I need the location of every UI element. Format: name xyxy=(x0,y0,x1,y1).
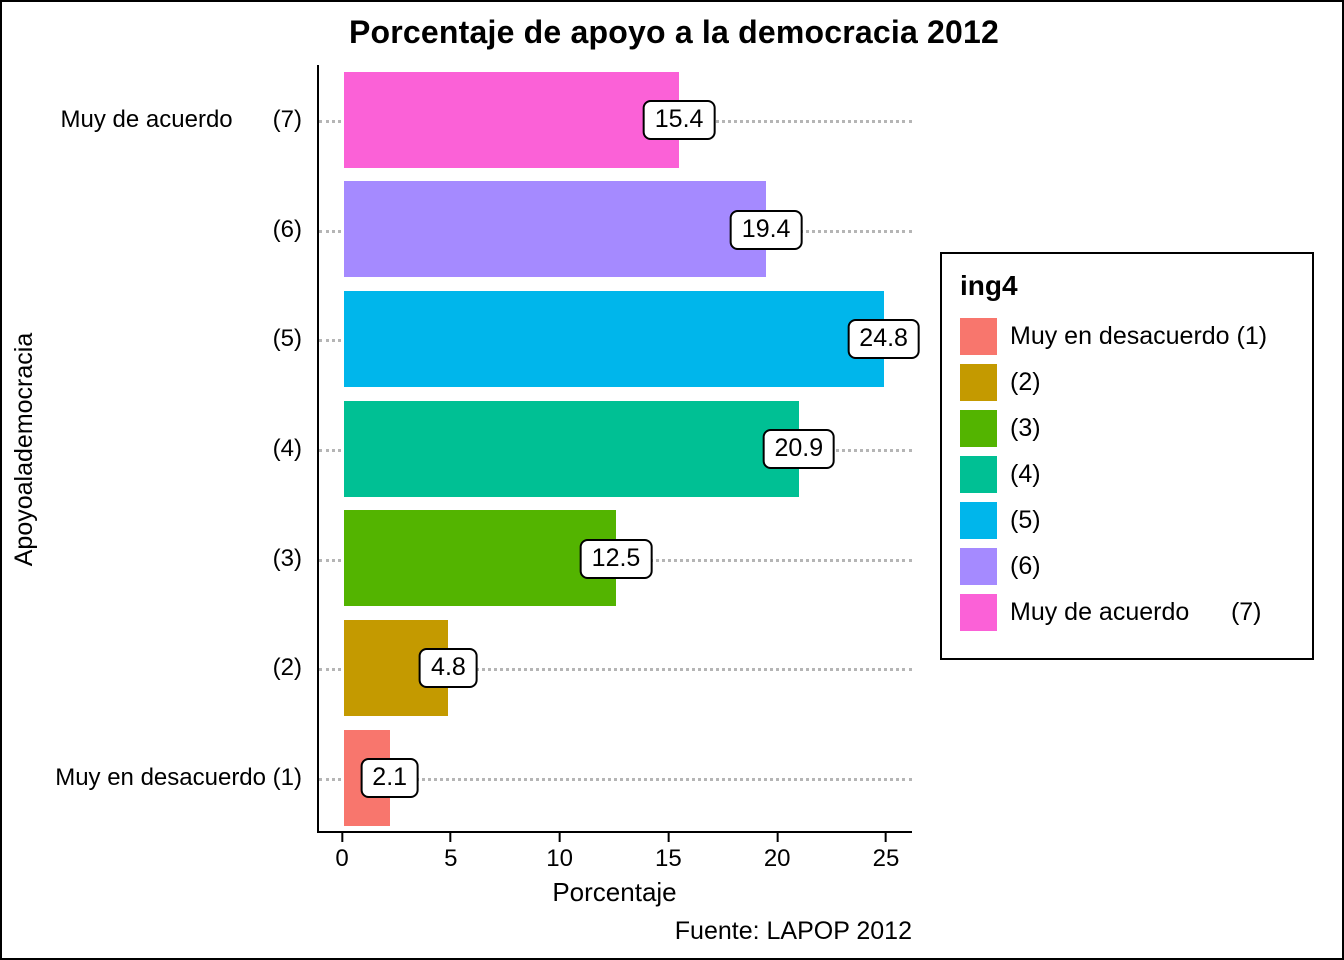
legend-item: Muy de acuerdo (7) xyxy=(960,594,1296,631)
bar-row: 19.4 xyxy=(319,175,912,285)
source-caption: Fuente: LAPOP 2012 xyxy=(674,917,912,945)
x-tick-label: 10 xyxy=(546,845,573,872)
x-tick: 25 xyxy=(872,833,900,873)
bar xyxy=(344,71,680,168)
bar-row: 15.4 xyxy=(319,65,912,175)
x-tick-mark xyxy=(884,833,887,842)
x-tick-label: 20 xyxy=(763,845,791,872)
legend-item: Muy en desacuerdo (1) xyxy=(960,318,1296,355)
plot-panel: 15.4 19.4 24.8 20.9 12.5 4.8 xyxy=(317,65,920,833)
x-tick-mark xyxy=(776,833,779,842)
bar xyxy=(344,290,884,387)
legend-item: (2) xyxy=(960,364,1296,401)
legend-label: Muy en desacuerdo (1) xyxy=(1010,322,1268,350)
legend-swatch xyxy=(960,548,997,585)
legend-title: ing4 xyxy=(960,270,1018,301)
gridline xyxy=(319,778,912,782)
x-tick: 5 xyxy=(444,833,457,873)
y-tick-label: Muy de acuerdo (7) xyxy=(60,105,302,133)
bar-value-label: 4.8 xyxy=(419,648,478,689)
y-tick-label: (4) xyxy=(272,434,302,462)
bar xyxy=(344,181,767,278)
x-tick-mark xyxy=(667,833,670,842)
legend-item: (3) xyxy=(960,410,1296,447)
legend-swatch xyxy=(960,410,997,447)
legend-swatch xyxy=(960,318,997,355)
gridline xyxy=(319,668,912,672)
x-tick-label: 5 xyxy=(444,845,458,872)
legend-label: (4) xyxy=(1010,460,1041,488)
chart-title: Porcentaje de apoyo a la democracia 2012 xyxy=(348,14,1000,50)
y-tick-label: (5) xyxy=(272,325,302,353)
bar xyxy=(344,400,799,497)
bar-row: 2.1 xyxy=(319,723,912,833)
bar-row: 24.8 xyxy=(319,284,920,394)
y-tick-label: (3) xyxy=(272,544,302,572)
legend-label: (5) xyxy=(1010,506,1041,534)
legend-label: (6) xyxy=(1010,552,1041,580)
x-tick-label: 0 xyxy=(335,845,349,872)
x-tick-label: 15 xyxy=(655,845,682,872)
x-tick-mark xyxy=(449,833,452,842)
x-tick: 10 xyxy=(546,833,573,873)
x-axis: 0 5 10 15 20 25 xyxy=(317,833,912,875)
y-tick-label: (2) xyxy=(272,654,302,682)
y-tick-label: Muy en desacuerdo (1) xyxy=(55,764,302,792)
bar-value-label: 24.8 xyxy=(847,319,920,360)
legend-swatch xyxy=(960,594,997,631)
bar-value-label: 20.9 xyxy=(762,428,836,469)
y-tick-label: (6) xyxy=(272,215,302,243)
legend-item: (5) xyxy=(960,502,1296,539)
legend-box: ing4 Muy en desacuerdo (1) (2) (3) (4) (… xyxy=(940,252,1314,660)
bar xyxy=(344,510,616,607)
legend-item: (4) xyxy=(960,456,1296,493)
legend-swatch xyxy=(960,364,997,401)
x-tick-mark xyxy=(340,833,343,842)
y-axis-tick-labels: Muy de acuerdo (7) (6) (5) (4) (3) (2) M… xyxy=(40,65,302,833)
legend-label: (3) xyxy=(1010,414,1041,442)
legend-swatch xyxy=(960,456,997,493)
bar-row: 20.9 xyxy=(319,394,912,504)
x-tick: 15 xyxy=(655,833,682,873)
bar-row: 4.8 xyxy=(319,614,912,724)
x-tick-label: 25 xyxy=(872,845,900,872)
bar-value-label: 12.5 xyxy=(579,538,653,579)
x-axis-title: Porcentaje xyxy=(552,877,677,907)
bar-row: 12.5 xyxy=(319,504,912,614)
legend-label: (2) xyxy=(1010,368,1041,396)
bar-value-label: 19.4 xyxy=(729,209,803,250)
y-axis-title-text: Apoyoalademocracia xyxy=(10,332,39,566)
x-tick: 0 xyxy=(335,833,349,873)
y-axis-title: Apoyoalademocracia xyxy=(6,65,44,833)
legend-label: Muy de acuerdo (7) xyxy=(1010,598,1262,626)
bar-value-label: 2.1 xyxy=(360,758,420,799)
x-tick-mark xyxy=(558,833,561,842)
legend-item: (6) xyxy=(960,548,1296,585)
bar-value-label: 15.4 xyxy=(642,99,716,140)
x-tick: 20 xyxy=(764,833,791,873)
legend-swatch xyxy=(960,502,997,539)
